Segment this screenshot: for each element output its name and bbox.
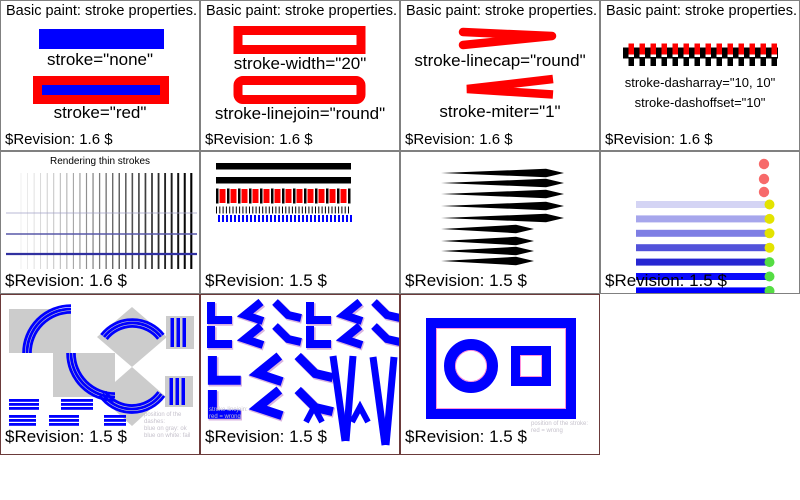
- dash-patterns-graphic: [216, 163, 353, 222]
- stroke-linecap-label: stroke-linecap="round": [414, 51, 586, 70]
- cell-stroke-position: position of the stroke: red = wrong $Rev…: [400, 294, 600, 455]
- revision-text: $Revision: 1.6 $: [205, 131, 313, 148]
- thin-strokes-graphic: [6, 173, 197, 269]
- note-line: red = wrong: [209, 414, 241, 420]
- stroke-width-label: stroke-width="20": [233, 54, 367, 73]
- revision-text: $Revision: 1.6 $: [5, 131, 113, 148]
- stroke-linejoin-label: stroke-linejoin="round": [214, 104, 386, 123]
- stroke-dasharray-label: stroke-dasharray="10, 10": [624, 75, 776, 90]
- stroke-width-graphic: [233, 26, 366, 104]
- revision-text: $Revision: 1.5 $: [5, 427, 127, 446]
- linejoin-shapes-graphic: [207, 298, 399, 446]
- cell-linejoin-shapes: stroke-linejoin: red = wrong $Revision: …: [200, 294, 400, 455]
- test-note: position of the stroke: red = wrong: [531, 421, 588, 435]
- cell-title: Basic paint: stroke properties.: [6, 3, 198, 19]
- cell-dasharray-dashoffset: Basic paint: stroke properties. stroke-d…: [600, 0, 800, 151]
- linecap-miter-graphic: [458, 27, 557, 99]
- revision-text: $Revision: 1.6 $: [605, 131, 713, 148]
- cell-title: Basic paint: stroke properties.: [606, 3, 798, 19]
- stroke-miter-label: stroke-miter="1": [439, 102, 561, 121]
- cell-title: Basic paint: stroke properties.: [206, 3, 398, 19]
- note-line: blue on white: fail: [144, 433, 191, 439]
- revision-text: $Revision: 1.6 $: [405, 131, 513, 148]
- revision-text: $Revision: 1.6 $: [5, 271, 127, 290]
- revision-text: $Revision: 1.5 $: [605, 271, 727, 290]
- note-line: stroke-linejoin:: [209, 407, 248, 413]
- opacity-bars-graphic: [636, 158, 775, 293]
- revision-text: $Revision: 1.5 $: [205, 271, 327, 290]
- cell-dash-position: position of the dashes: blue on gray: ok…: [0, 294, 200, 455]
- dash-position-graphic: [9, 304, 194, 426]
- cell-title: Rendering thin strokes: [49, 156, 151, 167]
- cell-thin-strokes: Rendering thin strokes $Revision: 1.6 $: [0, 151, 200, 294]
- cell-opacity-bars: $Revision: 1.5 $: [600, 151, 800, 294]
- stroke-dashoffset-label: stroke-dashoffset="10": [634, 95, 766, 110]
- cell-dash-patterns: $Revision: 1.5 $: [200, 151, 400, 294]
- revision-text: $Revision: 1.5 $: [205, 427, 327, 446]
- revision-text: $Revision: 1.5 $: [405, 427, 527, 446]
- test-note: position of the dashes: blue on gray: ok…: [144, 412, 199, 440]
- cell-tapered-strokes: $Revision: 1.5 $: [400, 151, 600, 294]
- test-note: stroke-linejoin: red = wrong: [209, 407, 248, 421]
- note-line: position of the stroke:: [531, 421, 589, 427]
- stroke-red-label: stroke="red": [53, 103, 147, 122]
- revision-text: $Revision: 1.5 $: [405, 271, 527, 290]
- cell-linecap-miter: Basic paint: stroke properties. stroke-l…: [400, 0, 600, 151]
- cell-title: Basic paint: stroke properties.: [406, 3, 598, 19]
- note-line: position of the dashes:: [144, 412, 182, 425]
- stroke-none-red-graphic: [33, 29, 169, 104]
- dasharray-graphic: [623, 43, 778, 66]
- cell-stroke-none-red: Basic paint: stroke properties. stroke="…: [0, 0, 200, 151]
- note-line: blue on gray: ok: [144, 426, 187, 432]
- cell-stroke-width-linejoin: Basic paint: stroke properties. stroke-w…: [200, 0, 400, 151]
- stroke-position-graphic: [426, 318, 576, 419]
- stroke-none-label: stroke="none": [46, 50, 154, 69]
- tapered-strokes-graphic: [441, 168, 564, 266]
- note-line: red = wrong: [531, 428, 563, 434]
